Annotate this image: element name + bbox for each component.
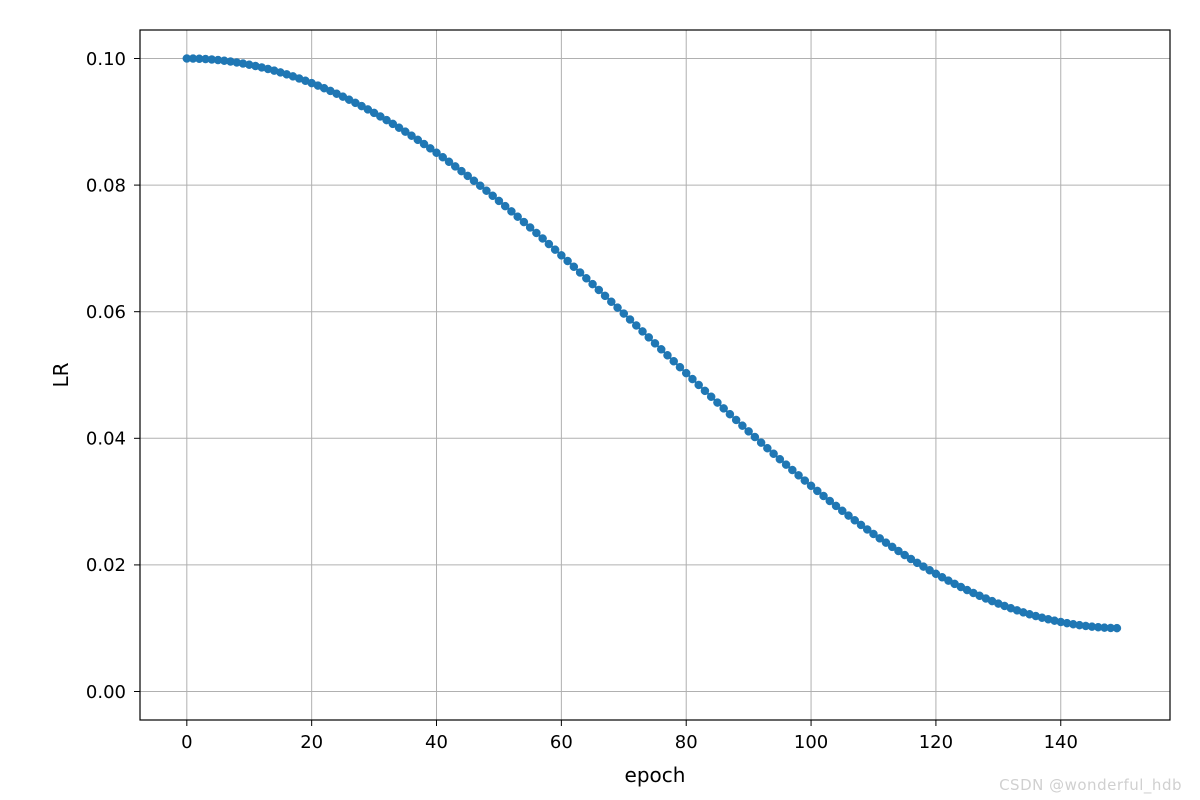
- x-axis-label: epoch: [625, 763, 686, 787]
- svg-text:0.00: 0.00: [86, 682, 126, 703]
- svg-text:0.10: 0.10: [86, 49, 126, 70]
- watermark-text: CSDN @wonderful_hdb: [999, 776, 1182, 794]
- lr-schedule-chart: 0204060801001201400.000.020.040.060.080.…: [0, 0, 1200, 800]
- svg-text:0.02: 0.02: [86, 555, 126, 576]
- svg-text:100: 100: [794, 732, 828, 753]
- svg-text:20: 20: [300, 732, 323, 753]
- y-ticks: 0.00 0.02 0.04 0.06 0.08 0.10: [86, 49, 140, 703]
- svg-text:80: 80: [675, 732, 698, 753]
- svg-text:140: 140: [1044, 732, 1078, 753]
- y-axis-label: LR: [49, 362, 73, 387]
- svg-text:0.04: 0.04: [86, 429, 126, 450]
- x-ticks: 0 20 40 60 80 100 120 140: [181, 720, 1078, 753]
- svg-text:60: 60: [550, 732, 573, 753]
- svg-text:0.06: 0.06: [86, 302, 126, 323]
- svg-text:40: 40: [425, 732, 448, 753]
- svg-text:120: 120: [919, 732, 953, 753]
- svg-text:0: 0: [181, 732, 192, 753]
- chart-root: 0204060801001201400.000.020.040.060.080.…: [0, 0, 1200, 800]
- svg-text:0.08: 0.08: [86, 175, 126, 196]
